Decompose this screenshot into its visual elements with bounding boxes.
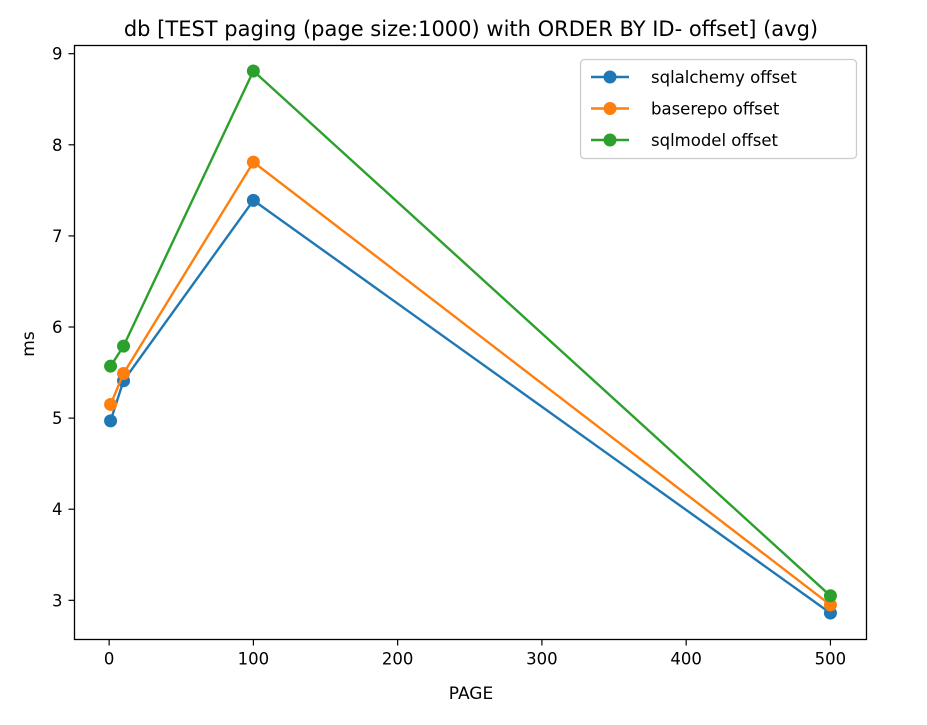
- legend-label-sqlalchemy-offset: sqlalchemy offset: [651, 68, 797, 87]
- data-point-sqlmodel-offset: [823, 589, 837, 603]
- legend-swatch-marker-baserepo-offset: [603, 102, 617, 115]
- data-point-baserepo-offset: [117, 366, 131, 380]
- x-tick-label: 0: [104, 650, 115, 669]
- y-tick-label: 4: [52, 500, 63, 519]
- x-tick-label: 300: [526, 650, 558, 669]
- legend-swatch-marker-sqlalchemy-offset: [603, 70, 617, 84]
- y-tick-label: 6: [52, 318, 63, 337]
- x-axis-label: PAGE: [449, 684, 493, 704]
- y-tick-label: 8: [52, 136, 63, 155]
- data-point-sqlmodel-offset: [117, 339, 131, 353]
- data-point-sqlalchemy-offset: [246, 193, 260, 207]
- y-axis-ticks: 3 4 5 6 7 8 9: [52, 45, 75, 610]
- y-tick-label: 5: [52, 409, 63, 428]
- legend-items: sqlalchemy offset baserepo offset sqlmodel…: [591, 68, 797, 150]
- series-line-baserepo-offset: [109, 160, 832, 606]
- data-point-baserepo-offset: [823, 598, 837, 612]
- data-point-sqlmodel-offset: [246, 64, 260, 78]
- x-axis-ticks: 0 100 200 300 400 500: [104, 639, 847, 669]
- legend-box: [579, 58, 858, 160]
- x-tick-label: 500: [815, 650, 847, 669]
- series-line-sqlalchemy-offset: [109, 199, 832, 615]
- series-line-sqlmodel-offset: [109, 69, 832, 597]
- x-tick-label: 400: [670, 650, 702, 669]
- y-tick-label: 7: [52, 227, 63, 246]
- data-point-baserepo-offset: [246, 155, 260, 169]
- y-tick-label: 3: [52, 591, 63, 610]
- legend-label-sqlmodel-offset: sqlmodel offset: [651, 131, 778, 150]
- legend: sqlalchemy offset baserepo offset sqlmodel…: [579, 58, 858, 160]
- data-point-sqlmodel-offset: [104, 359, 118, 373]
- plot-area-frame: [73, 44, 868, 641]
- y-tick-label: 9: [52, 45, 63, 64]
- legend-label-baserepo-offset: baserepo offset: [651, 100, 780, 119]
- data-point-baserepo-offset: [104, 397, 118, 411]
- chart-title: db [TEST paging (page size:1000) with OR…: [124, 17, 818, 41]
- x-tick-label: 100: [238, 650, 270, 669]
- y-axis-label: ms: [19, 331, 39, 357]
- legend-swatch-marker-sqlmodel-offset: [603, 133, 617, 147]
- plot-lines: [104, 64, 837, 620]
- x-tick-label: 200: [382, 650, 414, 669]
- data-point-sqlalchemy-offset: [104, 414, 118, 428]
